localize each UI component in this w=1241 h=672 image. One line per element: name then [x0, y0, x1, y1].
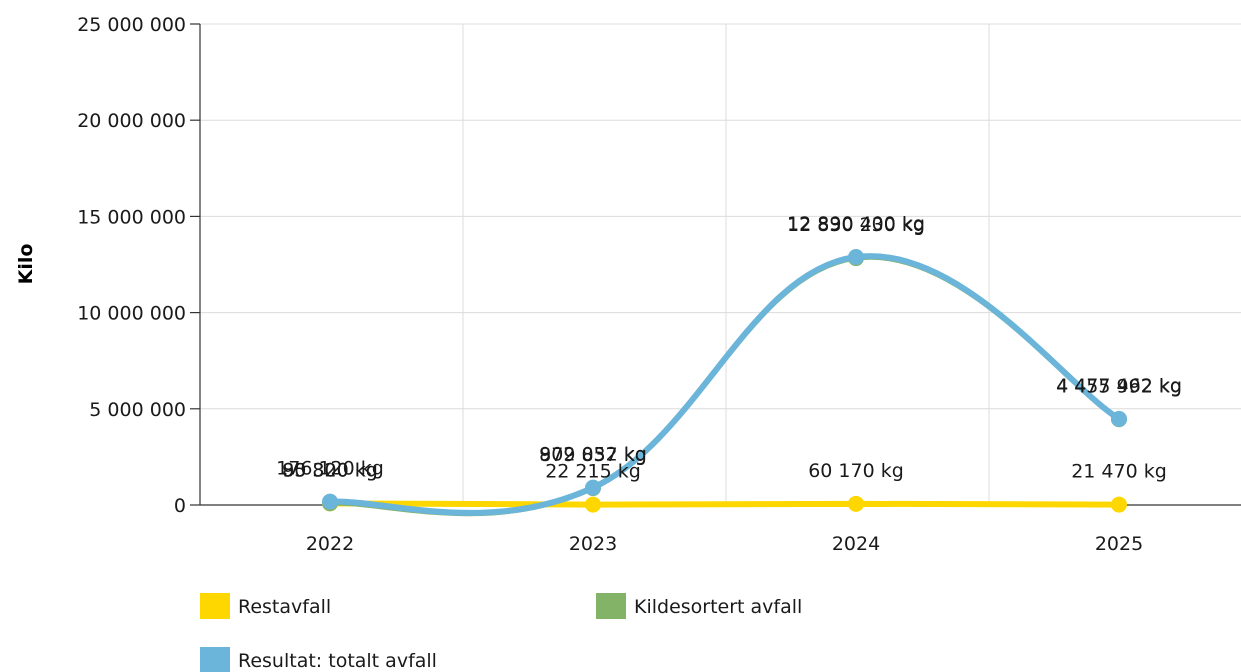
series-line: [327, 253, 1122, 516]
data-point: [1111, 496, 1127, 513]
data-label: 22 215 kg: [545, 461, 641, 483]
data-labels: 85 820 kg 22 215 kg 60 170 kg 21 470 kg 90 3…: [276, 213, 1182, 483]
x-tick-label: 2024: [832, 533, 880, 555]
series: [322, 248, 1127, 517]
legend-swatch: [596, 593, 626, 619]
data-point: [848, 248, 864, 265]
data-label: 21 470 kg: [1071, 461, 1167, 483]
y-tick-label: 15 000 000: [77, 206, 186, 228]
axes: 0 5 000 000 10 000 000 15 000 000 20 000 000…: [77, 14, 1241, 555]
data-label: 12 890 400 kg: [787, 213, 925, 235]
grid: [200, 23, 1241, 505]
legend-swatch: [200, 647, 230, 672]
data-label: 12 830 230 kg: [787, 214, 925, 236]
x-tick-label: 2025: [1095, 533, 1143, 555]
data-label: 4 477 462 kg: [1056, 375, 1182, 397]
data-point: [848, 495, 864, 512]
x-tick-label: 2023: [569, 533, 617, 555]
data-label: 60 170 kg: [808, 460, 904, 482]
data-label: 4 455 992 kg: [1056, 375, 1182, 397]
y-tick-label: 5 000 000: [89, 399, 186, 421]
legend-label: Kildesortert avfall: [634, 596, 802, 618]
y-tick-label: 25 000 000: [77, 14, 186, 36]
data-label: 85 820 kg: [282, 459, 378, 481]
data-point: [585, 479, 601, 496]
x-tick-label: 2022: [306, 533, 354, 555]
data-label: 176 120 kg: [276, 458, 384, 480]
y-tick-label: 0: [174, 495, 186, 517]
data-point: [1111, 410, 1127, 427]
data-label: 90 300 kg: [282, 459, 378, 481]
series-line: [327, 500, 1122, 508]
data-label: 879 837 kg: [539, 444, 647, 466]
legend-label: Restavfall: [238, 596, 331, 618]
y-tick-label: 20 000 000: [77, 110, 186, 132]
data-label: 902 052 kg: [539, 444, 647, 466]
legend: Restavfall Kildesortert avfall Resultat: t…: [200, 593, 802, 672]
legend-label: Resultat: totalt avfall: [238, 650, 437, 672]
legend-swatch: [200, 593, 230, 619]
data-point: [322, 493, 338, 510]
y-axis-title: Kilo: [15, 244, 37, 285]
data-point: [585, 496, 601, 513]
y-tick-label: 10 000 000: [77, 303, 186, 325]
series-line: [327, 254, 1122, 517]
